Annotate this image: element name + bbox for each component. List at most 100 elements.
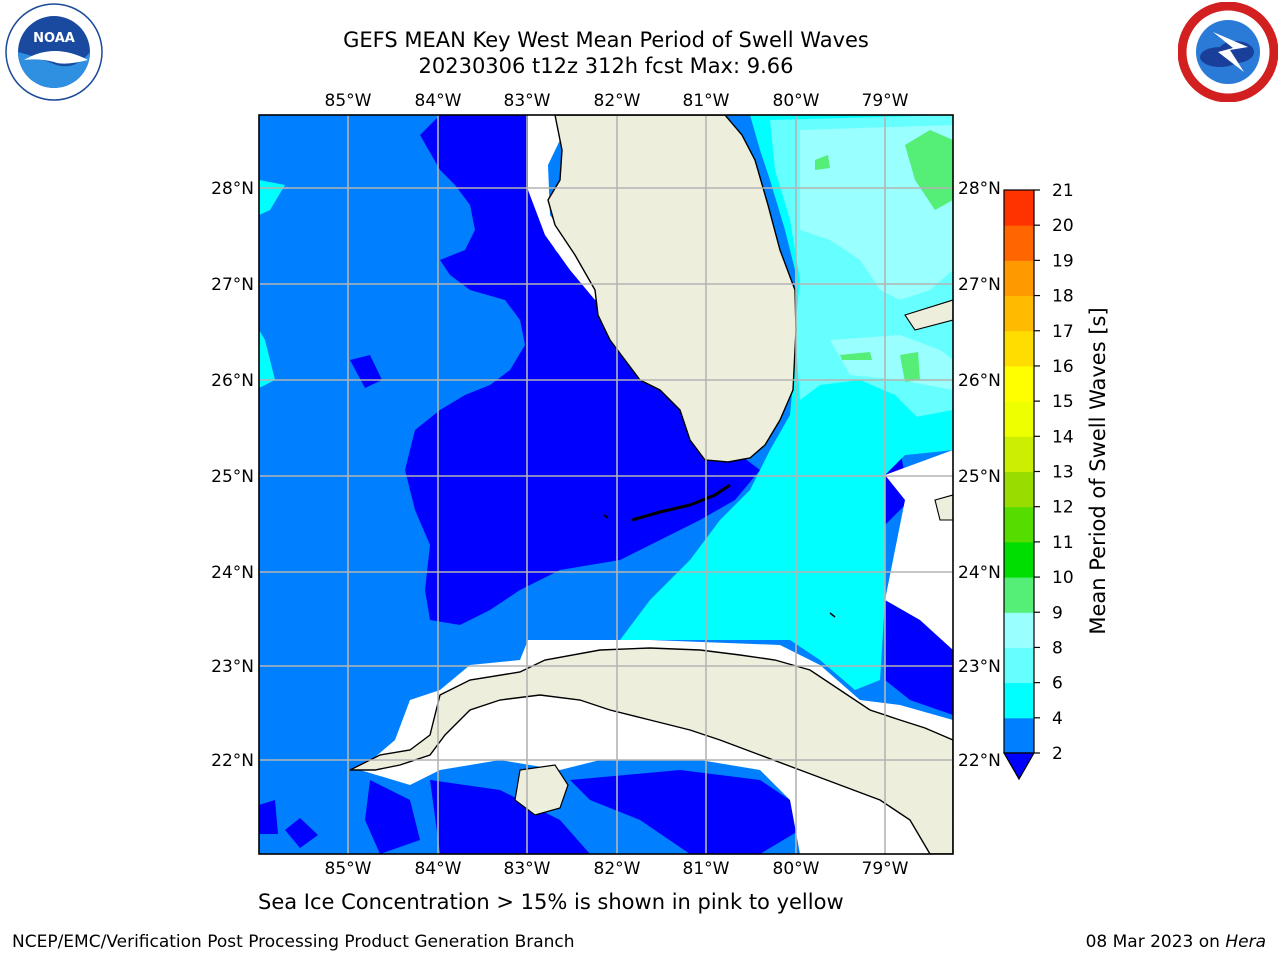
lon-label-bottom: 82°W — [594, 859, 641, 879]
lon-label-top: 80°W — [773, 91, 820, 111]
colorbar-swatch — [1004, 190, 1034, 226]
sea-ice-note: Sea Ice Concentration > 15% is shown in … — [258, 890, 844, 914]
cay-sal — [829, 612, 836, 618]
colorbar-extend-arrow — [1002, 752, 1036, 781]
lon-label-bottom: 84°W — [415, 859, 462, 879]
dark-blue-south-3 — [570, 770, 800, 854]
lat-label-left: 28°N — [211, 179, 254, 199]
colorbar-swatch — [1004, 506, 1034, 543]
colorbar-swatch — [1004, 471, 1034, 508]
colorbar-label: Mean Period of Swell Waves [s] — [1086, 307, 1110, 634]
green-region-2 — [815, 155, 830, 170]
colorbar-swatch — [1004, 330, 1034, 367]
lat-label-right: 23°N — [958, 657, 1001, 677]
svg-text:NOAA: NOAA — [33, 31, 75, 46]
colorbar-tick-label: 19 — [1052, 251, 1074, 271]
footer-host: Hera — [1225, 932, 1266, 952]
colorbar-swatch — [1004, 225, 1034, 261]
lat-label-right: 26°N — [958, 371, 1001, 391]
colorbar-tick-label: 10 — [1052, 568, 1074, 588]
colorbar-tick-label: 16 — [1052, 357, 1074, 377]
colorbar-swatch — [1004, 717, 1034, 754]
colorbar-swatch — [1004, 541, 1034, 578]
colorbar-swatch — [1004, 260, 1034, 297]
lon-label-bottom: 79°W — [862, 859, 909, 879]
map-frame — [258, 114, 954, 855]
footer-date-text: 08 Mar 2023 on — [1085, 932, 1220, 952]
colorbar-tick-label: 13 — [1052, 463, 1074, 483]
colorbar-tick-label: 2 — [1052, 744, 1063, 764]
footer-date: 08 Mar 2023 on Hera — [1086, 932, 1266, 952]
noaa-logo: NOAA — [5, 3, 103, 101]
cuba-land — [349, 647, 953, 854]
green-region-4 — [840, 352, 872, 360]
lat-label-right: 25°N — [958, 467, 1001, 487]
lat-label-left: 25°N — [211, 467, 254, 487]
lon-label-top: 82°W — [594, 91, 641, 111]
lon-label-bottom: 83°W — [504, 859, 551, 879]
colorbar-tick-label: 6 — [1052, 674, 1063, 694]
colorbar-swatch — [1004, 436, 1034, 472]
dry-tortugas — [603, 514, 609, 519]
colorbar-swatch — [1004, 647, 1034, 684]
colorbar-tick-label: 8 — [1052, 638, 1063, 658]
florida-keys — [631, 483, 731, 522]
cyan-atlantic-east-2 — [900, 410, 953, 455]
footer-credit: NCEP/EMC/Verification Post Processing Pr… — [12, 932, 575, 952]
dark-blue-east-patch — [885, 600, 953, 715]
lon-label-bottom: 85°W — [325, 859, 372, 879]
colorbar-tick-label: 4 — [1052, 709, 1063, 729]
lon-label-bottom: 80°W — [773, 859, 820, 879]
lat-label-left: 27°N — [211, 275, 254, 295]
map-gridlines — [259, 115, 953, 854]
colorbar-tick-label: 14 — [1052, 427, 1074, 447]
colorbar-tick-label: 18 — [1052, 287, 1074, 307]
lon-label-top: 79°W — [862, 91, 909, 111]
isla-juventud-land — [514, 764, 569, 816]
colorbar-tick-label: 12 — [1052, 498, 1074, 518]
andros-land — [934, 494, 953, 521]
green-region-1 — [905, 130, 953, 210]
dark-blue-south-4 — [259, 800, 278, 834]
map-area — [259, 115, 953, 854]
colorbar-tick-label: 21 — [1052, 181, 1074, 201]
lon-label-top: 85°W — [325, 91, 372, 111]
dark-blue-south-2 — [430, 780, 590, 854]
lon-label-bottom: 81°W — [683, 859, 730, 879]
colorbar-tick-label: 9 — [1052, 603, 1063, 623]
grand-bahama-land — [904, 299, 953, 331]
pale-cyan-region-2 — [830, 335, 953, 390]
florida-land — [547, 115, 797, 463]
colorbar-tick-label: 20 — [1052, 216, 1074, 236]
colorbar-tick-label: 11 — [1052, 533, 1074, 553]
colorbar-swatch — [1004, 295, 1034, 332]
nws-logo — [1178, 2, 1278, 102]
colorbar-swatch — [1004, 612, 1034, 648]
lat-label-left: 26°N — [211, 371, 254, 391]
colorbar-tick-label: 15 — [1052, 392, 1074, 412]
lon-label-top: 83°W — [504, 91, 551, 111]
dark-blue-south-1 — [365, 780, 420, 854]
lat-label-right: 24°N — [958, 563, 1001, 583]
chart-subtitle: 20230306 t12z 312h fcst Max: 9.66 — [418, 54, 794, 78]
colorbar: 2 4 6 8 9 10 11 12 13 14 15 16 17 18 19 20 21 — [1002, 181, 1074, 781]
lat-label-right: 28°N — [958, 179, 1001, 199]
colorbar-tick-label: 17 — [1052, 322, 1074, 342]
colorbar-swatch — [1004, 577, 1034, 613]
lat-label-left: 24°N — [211, 563, 254, 583]
colorbar-swatch — [1004, 365, 1034, 402]
lat-label-right: 27°N — [958, 275, 1001, 295]
missing-data-florida-west — [528, 115, 600, 300]
lon-label-top: 84°W — [415, 91, 462, 111]
lat-label-left: 23°N — [211, 657, 254, 677]
green-region-3 — [900, 352, 920, 382]
cyan-west-edge-2 — [259, 330, 275, 388]
dark-blue-gulf-region — [405, 115, 760, 625]
chart-title: GEFS MEAN Key West Mean Period of Swell … — [343, 28, 869, 52]
lat-label-left: 22°N — [211, 751, 254, 771]
colorbar-swatch — [1004, 401, 1034, 437]
lon-label-top: 81°W — [683, 91, 730, 111]
dark-blue-south-5 — [285, 818, 318, 848]
colorbar-swatch — [1004, 682, 1034, 719]
